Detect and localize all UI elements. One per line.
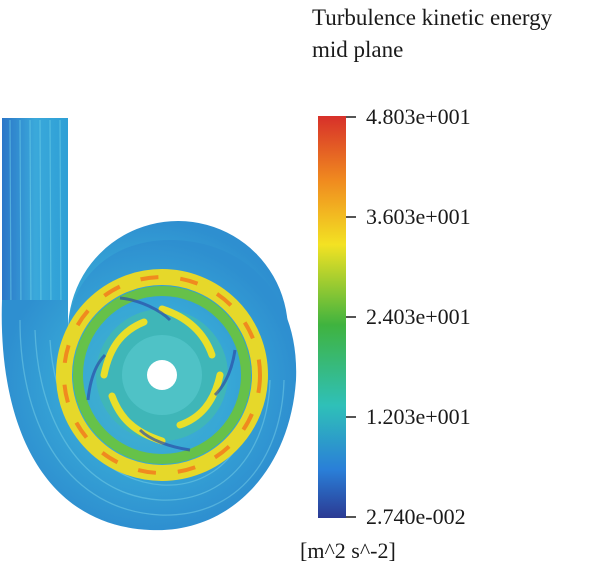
legend-title: Turbulence kinetic energy mid plane xyxy=(312,2,552,66)
colorbar-tick-label: 4.803e+001 xyxy=(366,104,471,129)
colorbar-tick-label: 2.403e+001 xyxy=(366,304,471,329)
outlet-pipe xyxy=(2,118,68,321)
colorbar-tick-label: 1.203e+001 xyxy=(366,404,471,429)
impeller-region xyxy=(56,269,268,481)
legend-title-line2: mid plane xyxy=(312,37,404,62)
colorbar xyxy=(318,116,346,518)
impeller-eye xyxy=(147,360,177,390)
colorbar-tick-label: 2.740e-002 xyxy=(366,504,466,529)
colorbar-ticks xyxy=(346,116,356,518)
legend-title-line1: Turbulence kinetic energy xyxy=(312,5,553,30)
colorbar-unit: [m^2 s^-2] xyxy=(300,538,396,563)
colorbar-tick-label: 3.603e+001 xyxy=(366,204,471,229)
